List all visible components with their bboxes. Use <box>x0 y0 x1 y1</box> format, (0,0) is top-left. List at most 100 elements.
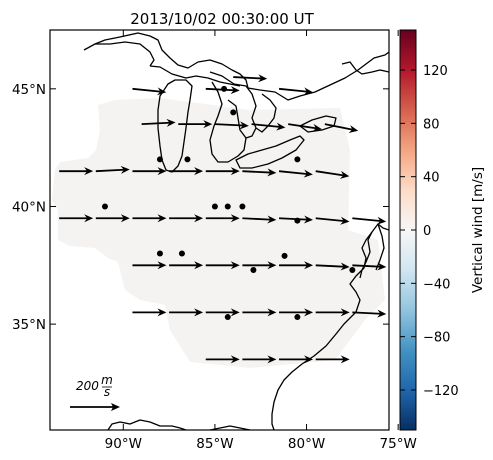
colorbar: −120 −80 −40 0 40 80 120 Vertical wind [m/s] <box>399 29 486 431</box>
maritime-coast <box>341 61 389 75</box>
station-marker <box>294 217 301 224</box>
wind-vector <box>279 308 314 317</box>
wind-vector <box>279 215 314 224</box>
colorbar-tick-label: 0 <box>423 224 431 239</box>
lake-erie <box>235 135 305 169</box>
wind-vector <box>169 261 204 270</box>
station-marker <box>211 203 218 210</box>
wind-vector <box>205 167 240 176</box>
wind-vector <box>59 214 94 223</box>
wind-vector <box>169 167 204 176</box>
station-marker <box>294 314 301 321</box>
station-marker <box>156 250 163 257</box>
wind-vector <box>205 261 240 270</box>
x-tick-label: 85°W <box>196 436 233 452</box>
wind-vector <box>352 262 387 271</box>
station-marker <box>178 250 185 257</box>
lake-huron <box>209 71 277 139</box>
station-marker <box>230 109 237 116</box>
colorbar-ticks: −120 −80 −40 0 40 80 120 <box>400 64 459 399</box>
wind-vector <box>205 214 240 223</box>
y-tick-label: 40°N <box>12 199 46 215</box>
scale-unit-numerator: m <box>101 373 113 387</box>
colorbar-tick-label: −120 <box>423 384 459 399</box>
station-marker <box>294 156 301 163</box>
lake-superior-shore <box>83 32 249 89</box>
wind-vector <box>141 118 176 127</box>
wind-vector <box>324 123 359 133</box>
wind-vector <box>132 167 167 176</box>
wind-vector <box>214 121 249 130</box>
michigan-peninsula <box>209 81 247 163</box>
gulf-coast <box>107 419 187 430</box>
wind-vector <box>132 261 167 270</box>
gulf-coast-florida <box>209 425 251 430</box>
colorbar-tick-label: 120 <box>423 64 448 79</box>
scale-arrow-head <box>111 403 120 411</box>
lake-ontario <box>299 115 337 133</box>
wind-vector <box>59 167 94 176</box>
scale-value: 200 <box>76 379 99 393</box>
wind-vector <box>205 86 240 95</box>
wind-vector <box>315 262 350 271</box>
station-marker <box>281 252 288 259</box>
lake-superior-west-inlet <box>95 41 155 67</box>
wind-vector <box>278 169 313 178</box>
wind-vector <box>352 216 387 225</box>
colorbar-tick-label: −80 <box>423 331 450 346</box>
station-marker <box>224 314 231 321</box>
station-marker <box>156 156 163 163</box>
coastlines <box>83 32 389 430</box>
wind-vector <box>178 120 213 129</box>
wind-vector <box>132 87 167 96</box>
station-marker <box>239 203 246 210</box>
y-tick-label: 45°N <box>12 82 46 98</box>
wind-vector <box>278 87 313 96</box>
latitude-ticks: 45°N 40°N 35°N <box>12 82 389 333</box>
wind-vector <box>242 355 277 364</box>
x-tick-label: 80°W <box>288 436 325 452</box>
wind-vector <box>288 123 322 132</box>
wind-vector <box>205 355 240 364</box>
station-marker <box>221 85 228 92</box>
wind-vector <box>242 261 277 270</box>
canada-east-shore <box>247 51 389 101</box>
wind-vector <box>352 309 387 318</box>
wind-vectors <box>59 74 387 364</box>
wind-vector <box>205 308 240 317</box>
station-marker <box>224 203 231 210</box>
station-marker <box>184 156 191 163</box>
x-tick-label: 90°W <box>105 436 142 452</box>
map-area: 200 m s 90°W 85°W 80°W 75°W 45°N 40°N 35°N <box>12 29 417 452</box>
wind-vector <box>132 308 167 317</box>
wind-vector <box>242 308 277 317</box>
wind-vector <box>315 170 350 179</box>
wind-vector <box>315 216 350 225</box>
station-marker <box>349 267 356 273</box>
station-marker <box>250 267 257 273</box>
plot-title: 2013/10/02 00:30:00 UT <box>130 10 314 28</box>
wind-vector <box>279 355 314 364</box>
x-tick-label: 75°W <box>380 436 417 452</box>
map-frame <box>49 29 390 431</box>
atlantic-coast <box>271 223 389 430</box>
longitude-ticks: 90°W 85°W 80°W 75°W <box>105 30 417 452</box>
wind-vector <box>169 214 204 223</box>
wind-vector <box>242 168 277 177</box>
vertical-wind-field <box>52 98 385 368</box>
wind-vector <box>132 214 167 223</box>
scale-arrow-legend: 200 m s <box>70 373 120 411</box>
colorbar-gradient <box>400 30 416 430</box>
lake-michigan <box>157 79 193 173</box>
wind-vector <box>233 74 268 83</box>
y-tick-label: 35°N <box>12 317 46 333</box>
station-marker <box>101 203 108 210</box>
wind-vector <box>279 261 314 270</box>
chesapeake-bay <box>359 231 373 279</box>
station-markers <box>101 85 356 321</box>
wind-vector <box>315 308 350 317</box>
colorbar-tick-label: 80 <box>423 117 440 132</box>
wind-vector <box>169 308 204 317</box>
wind-vector <box>95 214 130 223</box>
colorbar-label: Vertical wind [m/s] <box>470 167 486 293</box>
